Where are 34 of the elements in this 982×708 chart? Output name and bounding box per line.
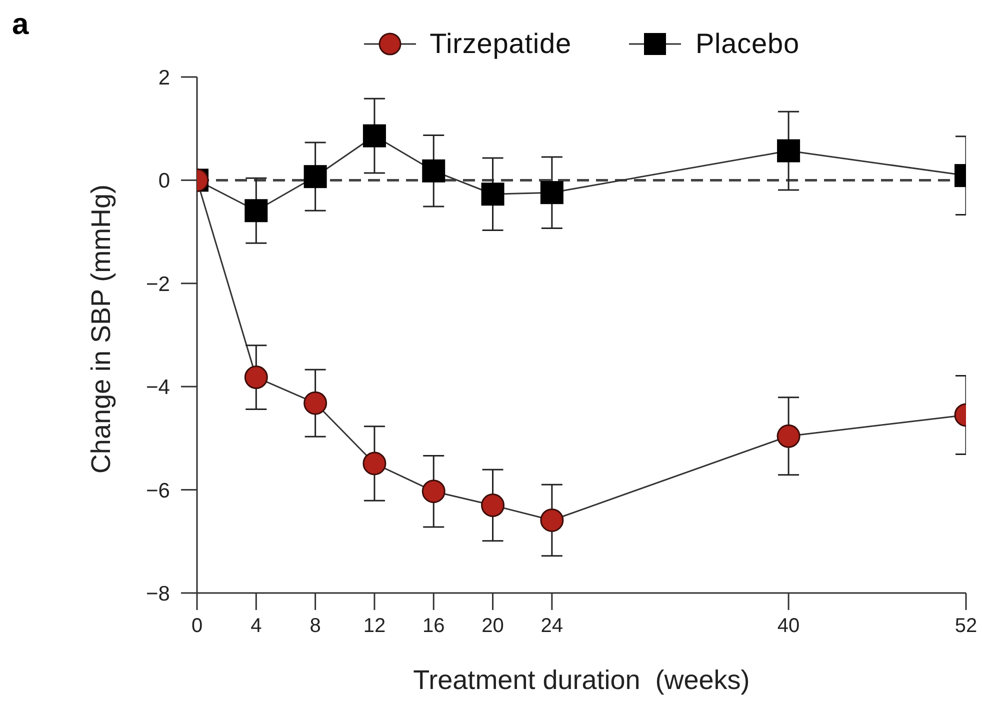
point [304, 391, 328, 415]
point [244, 199, 268, 222]
point [422, 480, 446, 504]
y-tick-label: 0 [158, 170, 170, 193]
x-tick-label: 52 [954, 615, 978, 638]
point [540, 508, 564, 532]
y-tick-label: −6 [146, 479, 170, 502]
x-tick-label: 12 [363, 615, 386, 638]
x-tick-label: 4 [250, 615, 262, 638]
point [244, 366, 268, 390]
point [481, 494, 505, 518]
y-tick-label: 2 [158, 66, 170, 90]
y-axis-title: Change in SBP (mmHg) [86, 184, 116, 474]
x-tick-label: 8 [310, 615, 321, 638]
chart-title: a [12, 8, 29, 41]
x-axis-title: Treatment duration (weeks) [413, 665, 750, 695]
point [362, 124, 386, 148]
x-tick-label: 16 [422, 615, 445, 638]
legend-label: Placebo [695, 28, 800, 59]
x-tick-label: 24 [540, 615, 564, 638]
x-tick-label: 20 [482, 615, 504, 638]
point [362, 452, 386, 476]
y-tick-label: −2 [146, 272, 170, 296]
point [777, 139, 800, 162]
point [304, 165, 327, 188]
x-tick-label: 40 [777, 615, 800, 638]
point [481, 182, 504, 206]
x-tick-label: 0 [191, 615, 203, 638]
legend-label: Tirzepatide [430, 28, 572, 59]
y-tick-label: −8 [146, 582, 170, 606]
y-tick-label: −4 [146, 376, 170, 400]
point [422, 159, 446, 182]
point [776, 424, 800, 448]
point [540, 181, 564, 204]
